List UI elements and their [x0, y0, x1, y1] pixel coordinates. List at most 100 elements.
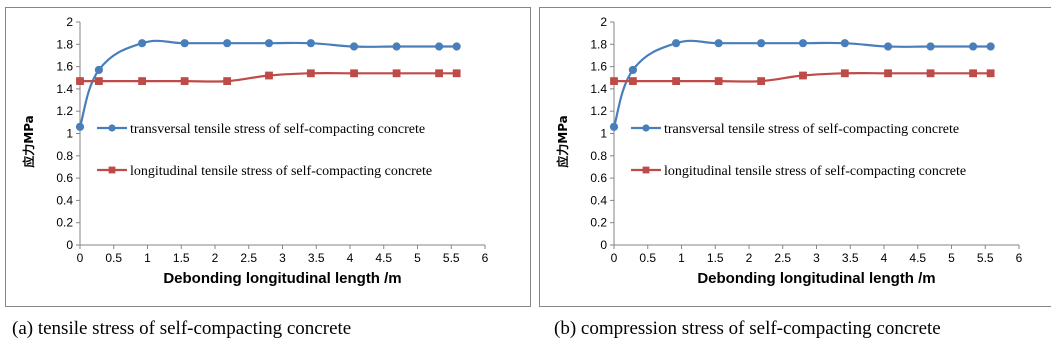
- legend-marker-circle: [642, 124, 650, 132]
- y-tick-label: 0.8: [590, 149, 607, 163]
- data-point-s2: [757, 77, 766, 85]
- data-point-s1: [94, 65, 104, 75]
- y-axis-title: 应力MPa: [21, 115, 36, 168]
- data-point-s2: [799, 71, 807, 80]
- x-tick-label: 0: [77, 251, 84, 265]
- x-tick-label: 2: [746, 251, 753, 265]
- y-tick-label: 1.2: [56, 104, 73, 118]
- y-tick-label: 1.8: [590, 37, 607, 51]
- data-point-s2: [265, 71, 273, 80]
- y-tick-label: 2: [600, 15, 607, 29]
- legend-marker-square: [642, 166, 650, 174]
- data-point-s2: [95, 77, 103, 85]
- chart-border: [5, 7, 531, 307]
- data-point-s2: [435, 69, 444, 78]
- y-tick-label: 1.4: [590, 82, 607, 96]
- y-tick-label: 0.4: [590, 193, 607, 207]
- data-point-s1: [757, 39, 766, 48]
- x-tick-label: 2: [212, 251, 219, 265]
- legend-marker-square: [108, 166, 116, 174]
- data-point-s1: [986, 42, 995, 51]
- legend-label-2: longitudinal tensile stress of self-comp…: [130, 164, 432, 179]
- y-tick-label: 1.6: [56, 60, 73, 74]
- data-point-s2: [180, 77, 189, 85]
- x-tick-label: 1: [678, 251, 685, 265]
- x-tick-label: 5.5: [977, 251, 994, 265]
- y-tick-label: 0.2: [56, 216, 73, 230]
- x-tick-label: 1.5: [173, 251, 190, 265]
- data-point-s1: [714, 39, 723, 48]
- x-tick-label: 4.5: [909, 251, 926, 265]
- data-point-s2: [610, 77, 618, 85]
- x-tick-label: 5: [414, 251, 421, 265]
- data-point-s1: [264, 39, 274, 48]
- y-tick-label: 1: [600, 127, 607, 141]
- data-point-s1: [926, 42, 935, 51]
- data-point-s1: [75, 122, 85, 131]
- y-tick-label: 1.6: [590, 60, 607, 74]
- data-point-s2: [840, 69, 849, 78]
- data-point-s2: [306, 69, 315, 78]
- y-tick-label: 0.4: [56, 193, 73, 207]
- data-point-s1: [883, 42, 893, 51]
- x-axis-title: Debonding longitudinal length /m: [697, 270, 935, 287]
- y-tick-label: 0: [66, 238, 73, 252]
- data-point-s1: [223, 39, 232, 48]
- x-tick-label: 3: [279, 251, 286, 265]
- data-point-s2: [884, 69, 892, 78]
- data-point-s2: [672, 77, 680, 85]
- data-point-s2: [76, 77, 84, 85]
- y-axis-title: 应力MPa: [555, 115, 570, 168]
- data-point-s2: [223, 77, 232, 85]
- y-tick-label: 1.2: [590, 104, 607, 118]
- caption-a: (a) tensile stress of self-compacting co…: [12, 318, 352, 339]
- data-point-s1: [392, 42, 401, 51]
- x-tick-label: 3: [813, 251, 820, 265]
- data-point-s1: [180, 39, 189, 48]
- x-tick-label: 1: [144, 251, 151, 265]
- x-tick-label: 3.5: [842, 251, 859, 265]
- y-tick-label: 1.8: [56, 37, 73, 51]
- x-tick-label: 0.5: [639, 251, 656, 265]
- chart-border: [539, 7, 1051, 307]
- y-tick-label: 0.6: [56, 171, 73, 185]
- data-point-s1: [349, 42, 359, 51]
- data-point-s1: [969, 42, 978, 51]
- chart-b-svg: 0 0.2 0.4 0.6 0.8 1 1.2 1.4 1.6 1.8 2 0 0.5 1 1.5 2 2.5 3…: [539, 7, 1051, 307]
- legend-label-1: transversal tensile stress of self-compa…: [664, 122, 959, 137]
- legend-label-2: longitudinal tensile stress of self-comp…: [664, 164, 966, 179]
- data-point-s2: [452, 69, 461, 78]
- data-point-s1: [138, 39, 147, 48]
- data-point-s2: [969, 69, 978, 78]
- x-tick-label: 1.5: [707, 251, 724, 265]
- y-tick-label: 0: [600, 238, 607, 252]
- legend-label-1: transversal tensile stress of self-compa…: [130, 122, 425, 137]
- data-point-s1: [306, 39, 315, 48]
- y-tick-label: 2: [66, 15, 73, 29]
- data-point-s2: [392, 69, 401, 78]
- data-point-s1: [798, 39, 808, 48]
- data-point-s2: [986, 69, 995, 78]
- x-tick-label: 2.5: [774, 251, 791, 265]
- data-point-s2: [629, 77, 637, 85]
- y-tick-label: 1: [66, 127, 73, 141]
- data-point-s1: [628, 65, 638, 75]
- x-tick-label: 0: [611, 251, 618, 265]
- x-tick-label: 4: [347, 251, 354, 265]
- data-point-s1: [609, 122, 619, 131]
- data-point-s2: [138, 77, 146, 85]
- data-point-s1: [452, 42, 461, 51]
- legend-marker-circle: [108, 124, 116, 132]
- x-axis-title: Debonding longitudinal length /m: [163, 270, 401, 287]
- data-point-s1: [840, 39, 849, 48]
- x-tick-label: 6: [482, 251, 489, 265]
- x-tick-label: 0.5: [105, 251, 122, 265]
- caption-b: (b) compression stress of self-compactin…: [554, 318, 941, 339]
- chart-panel-a: 0 0.2 0.4 0.6 0.8 1 1.2 1.4 1.6 1.8 2 0 0.5 1 1.5 2 2.5 3…: [5, 7, 531, 307]
- data-point-s2: [714, 77, 723, 85]
- y-tick-label: 0.8: [56, 149, 73, 163]
- x-tick-label: 6: [1016, 251, 1023, 265]
- x-tick-label: 5: [948, 251, 955, 265]
- y-tick-label: 0.6: [590, 171, 607, 185]
- data-point-s2: [350, 69, 358, 78]
